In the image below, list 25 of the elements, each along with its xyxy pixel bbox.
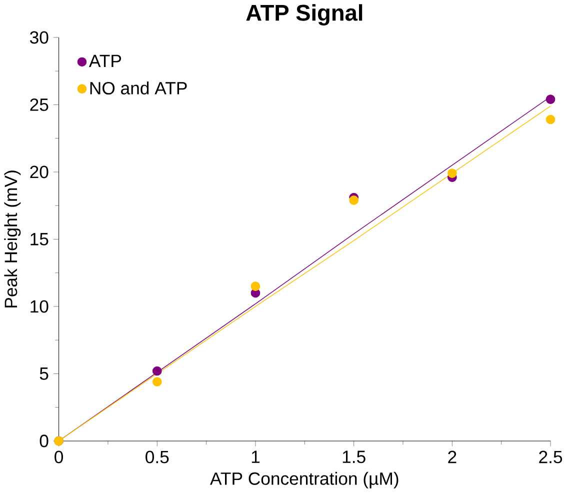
point — [546, 115, 556, 124]
point — [152, 377, 162, 387]
y-tick-label: 25 — [30, 98, 48, 112]
y-axis-title: Peak Height (mV) — [4, 170, 21, 308]
x-tick-label: 1.5 — [342, 450, 366, 464]
point — [349, 196, 359, 206]
point — [546, 94, 556, 104]
point — [448, 168, 457, 178]
x-tick-label: 0 — [54, 450, 64, 464]
y-tick-label: 10 — [30, 300, 48, 313]
point — [152, 366, 162, 376]
legend-label: NO and ATP — [90, 82, 187, 95]
point — [250, 282, 260, 292]
y-tick-label: 30 — [30, 31, 48, 44]
y-tick-label: 0 — [40, 434, 48, 448]
chart-title: ATP Signal — [246, 4, 362, 26]
x-tick-label: 2.5 — [539, 450, 562, 464]
x-tick-label: 2 — [448, 450, 456, 464]
y-tick-label: 20 — [30, 166, 48, 178]
x-tick-label: 1 — [252, 450, 260, 464]
x-axis-title: ATP Concentration (µM) — [210, 472, 398, 489]
y-tick-label: 15 — [30, 233, 48, 246]
y-tick-label: 5 — [40, 368, 48, 380]
x-tick-label: 0.5 — [146, 450, 169, 464]
legend-label: ATP — [88, 55, 122, 68]
